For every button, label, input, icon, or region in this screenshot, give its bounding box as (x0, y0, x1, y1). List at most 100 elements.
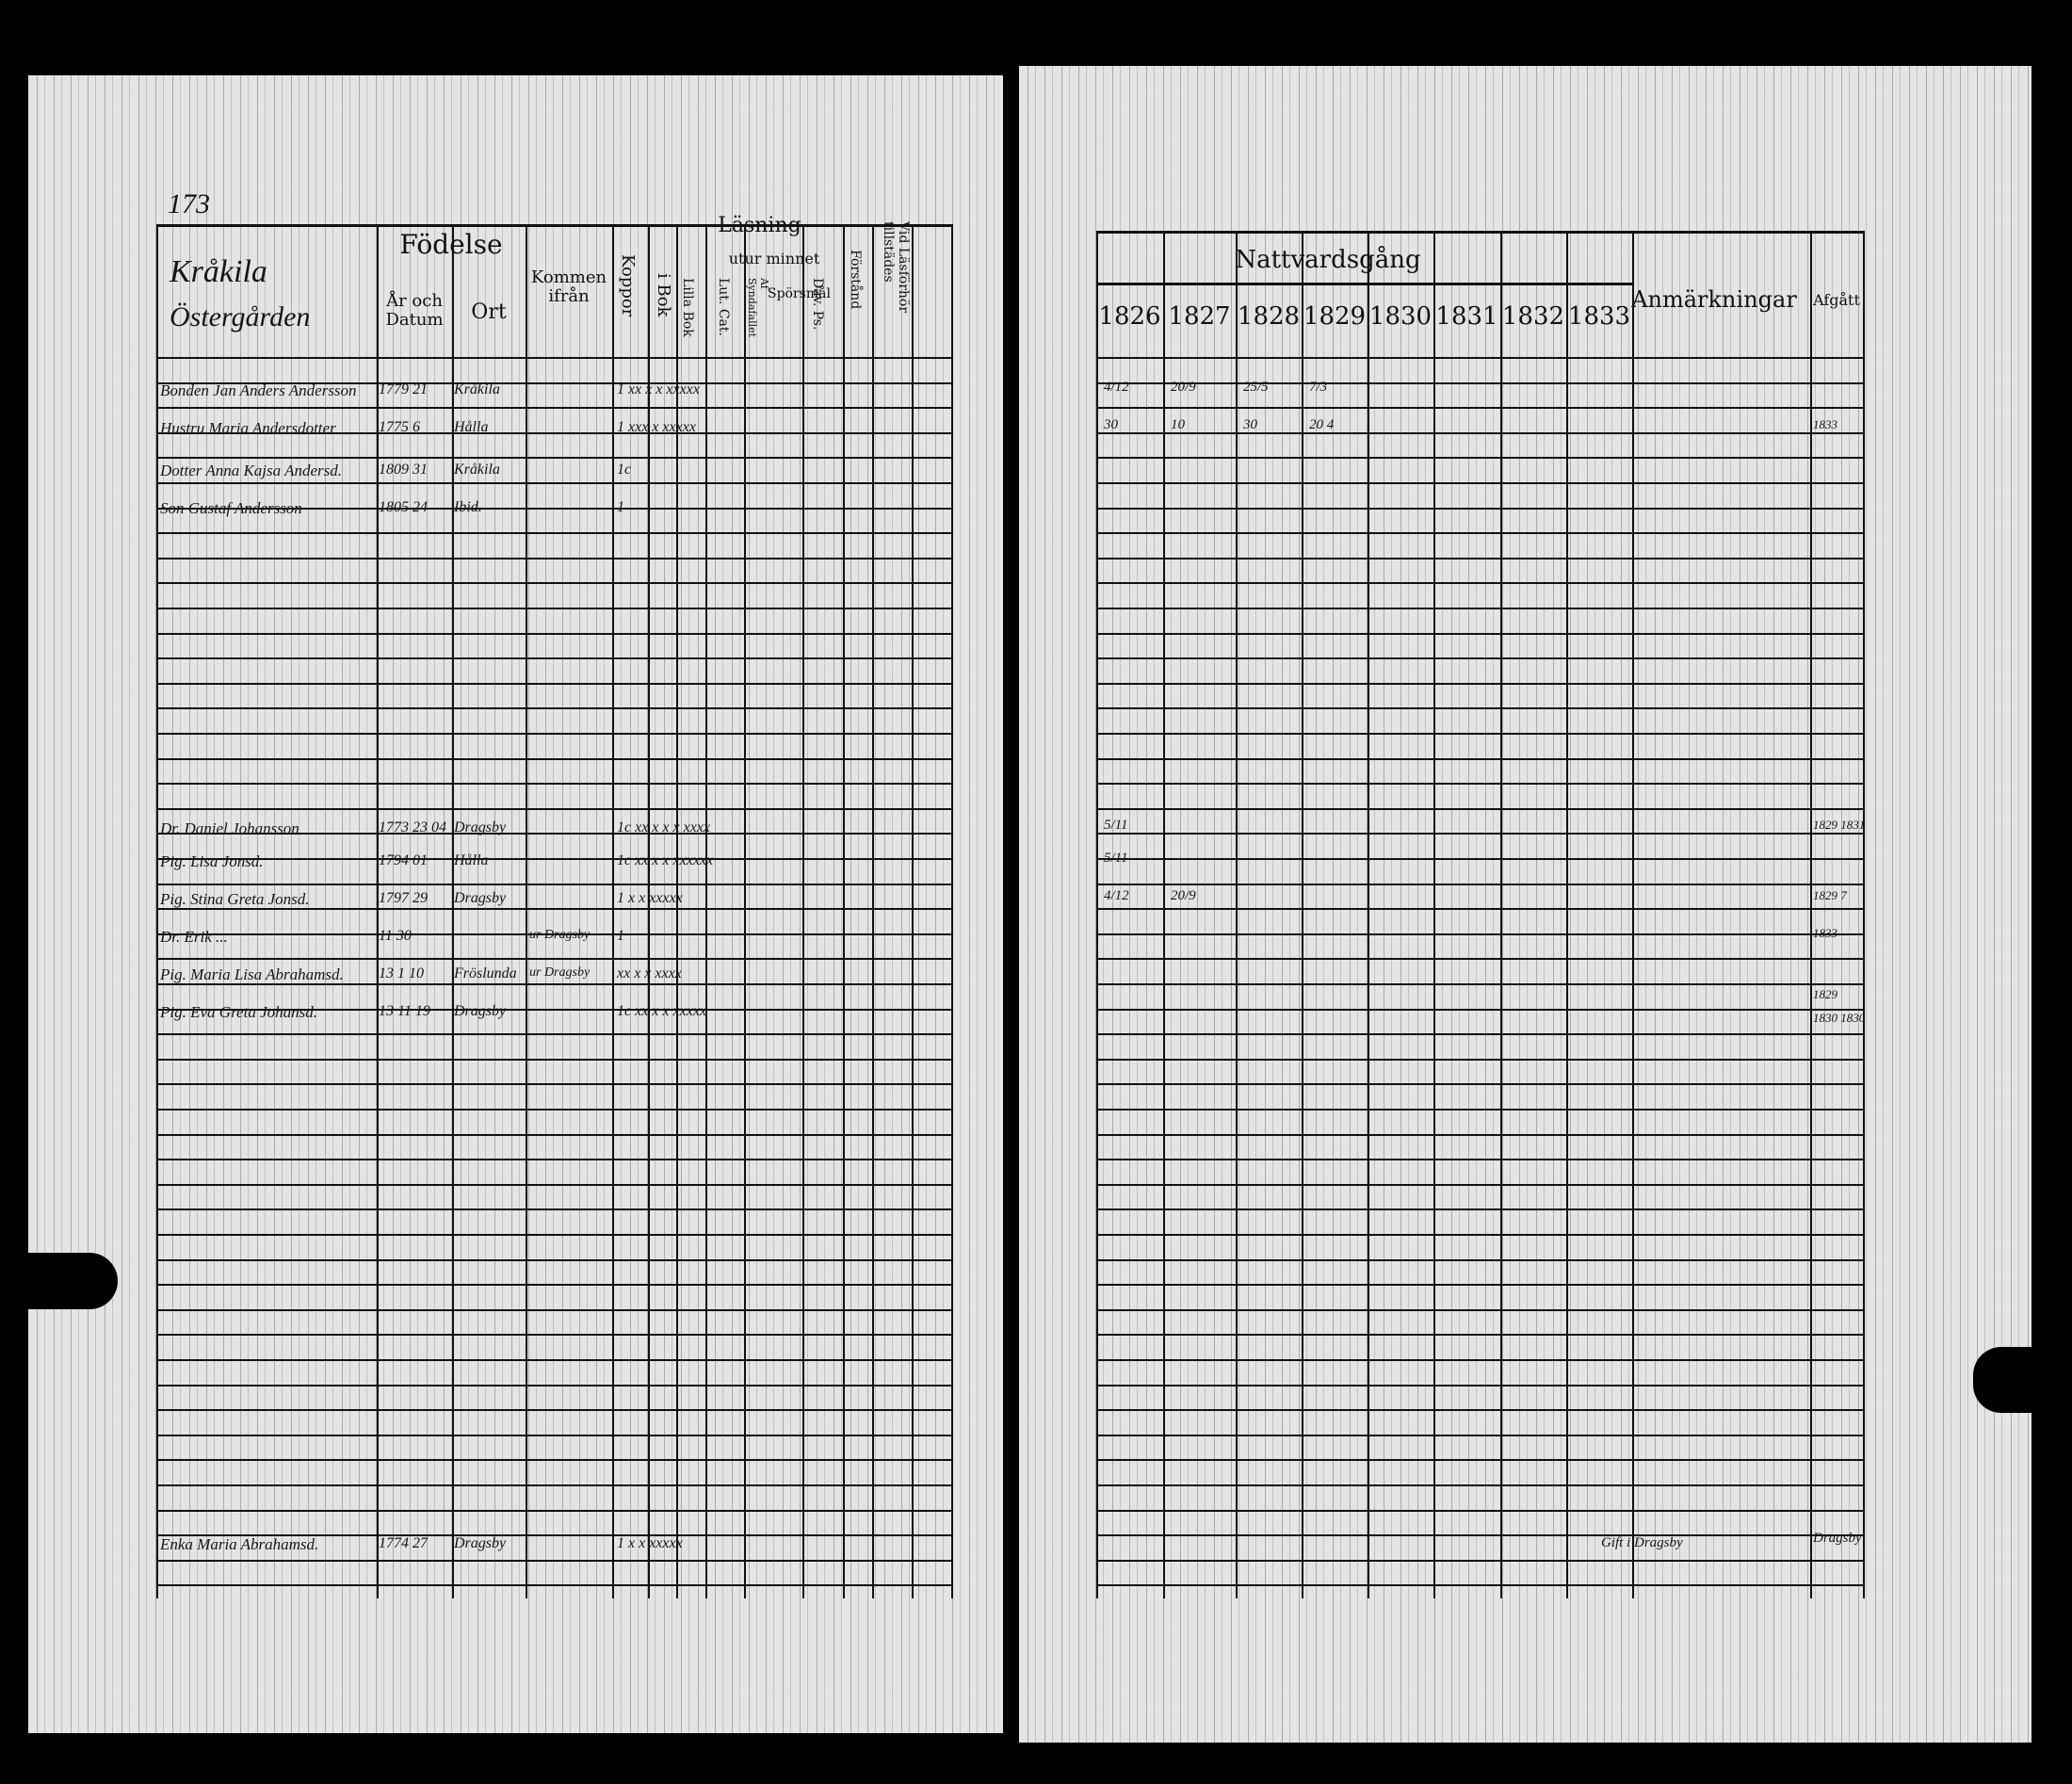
birth-date: 1779 21 (379, 381, 428, 397)
right-row-line (1096, 508, 1863, 510)
right-column-line (1810, 231, 1812, 1598)
person-name: Enka Maria Abrahamsd. (160, 1535, 319, 1553)
left-row-line (156, 457, 951, 459)
birth-place: Dragsby (454, 1535, 507, 1551)
left-column-line (802, 224, 804, 1598)
header-small-book: Lilla Bok (680, 278, 695, 337)
right-row-line (1096, 683, 1863, 685)
left-row-line (156, 1259, 951, 1261)
year-header: 1832 (1501, 302, 1565, 331)
right-row-line (1096, 1259, 1863, 1261)
communion-date: 4/12 (1104, 888, 1129, 903)
right-row-line (1096, 707, 1863, 709)
left-row-line (156, 1534, 951, 1536)
birth-date: 1809 31 (379, 462, 428, 478)
left-row-line (156, 633, 951, 635)
right-column-line (1368, 231, 1369, 1598)
farm-name: Östergården (170, 301, 311, 332)
left-row-line (156, 532, 951, 534)
left-row-line (156, 783, 951, 785)
came-from: ur Dragsby (529, 928, 591, 942)
reading-marks: 1 xx x x xxxxx (617, 381, 700, 397)
right-row-line (1096, 1159, 1863, 1160)
person-name: Dr. Erik ... (160, 928, 228, 946)
left-column-line (843, 224, 845, 1598)
left-row-line (156, 884, 951, 885)
birth-date: 1805 24 (379, 499, 428, 515)
left-row-line (156, 707, 951, 709)
left-column-line (744, 224, 746, 1598)
left-row-line (156, 933, 951, 935)
right-row-line (1096, 958, 1863, 960)
right-page (1019, 66, 2032, 1743)
header-understanding: Förstånd (848, 250, 863, 310)
left-row-line (156, 1484, 951, 1486)
departed-entry: 1830 1830 (1813, 1011, 1866, 1025)
year-header: 1827 (1168, 302, 1231, 331)
reading-marks: 1 xxx x xxxxx (617, 419, 696, 435)
left-row-line (156, 833, 951, 835)
year-header: 1830 (1368, 302, 1433, 331)
right-row-line (1096, 1334, 1863, 1336)
person-name: Dr. Daniel Johansson (160, 819, 299, 837)
birth-date: 1774 27 (379, 1535, 428, 1551)
person-name: Pig. Maria Lisa Abrahamsd. (160, 965, 344, 983)
village-name: Kråkila (170, 254, 267, 289)
left-column-line (648, 224, 650, 1598)
left-row-line (156, 382, 951, 384)
right-row-line (1096, 633, 1863, 635)
birth-place: Dragsby (454, 819, 507, 835)
left-row-line (156, 1083, 951, 1085)
departed-entry: 1833 (1813, 926, 1837, 940)
page-number: 173 (168, 188, 210, 219)
communion-date: 30 (1243, 417, 1257, 432)
departed-entry: 1833 (1813, 417, 1837, 431)
header-smallpox: Koppor (618, 254, 638, 317)
right-row-line (1096, 884, 1863, 885)
year-header: 1829 (1303, 302, 1367, 331)
right-row-line (1096, 582, 1863, 584)
communion-date: 25/5 (1243, 380, 1269, 395)
year-header: 1826 (1098, 302, 1161, 331)
left-row-line (156, 983, 951, 985)
header-place: Ort (471, 300, 507, 324)
year-header: 1828 (1237, 302, 1301, 331)
left-row-line (156, 1385, 951, 1387)
right-row-line (1096, 1109, 1863, 1111)
right-column-line (1236, 231, 1238, 1598)
right-row-line (1096, 432, 1863, 434)
left-row-line (156, 1184, 951, 1186)
right-row-line (1096, 1359, 1863, 1361)
right-row-line (1096, 833, 1863, 835)
header-remarks: Anmärkningar (1631, 286, 1797, 313)
departed-entry: 1829 7 (1813, 888, 1847, 902)
birth-date: 1794 01 (379, 852, 428, 868)
right-header-rule (1096, 231, 1863, 234)
left-row-line (156, 357, 951, 359)
remark-entry: Gift i Dragsby (1601, 1535, 1683, 1550)
birth-date: 13 1 10 (379, 965, 424, 981)
communion-date: 10 (1171, 417, 1185, 432)
reading-marks: 1c xx x x x xxxx (617, 819, 711, 835)
came-from: ur Dragsby (529, 965, 591, 980)
communion-date: 30 (1104, 417, 1118, 432)
right-row-line (1096, 733, 1863, 735)
header-birth: Födelse (399, 229, 503, 260)
right-row-line (1096, 1435, 1863, 1436)
left-row-line (156, 482, 951, 484)
header-communion-present: Vid Läsförhör tillstädes (881, 221, 911, 314)
left-row-line (156, 908, 951, 910)
year-header: 1833 (1567, 302, 1631, 331)
right-row-line (1096, 1284, 1863, 1286)
header-lut-cat: Lut. Cat. (716, 278, 731, 336)
right-row-line (1096, 1033, 1863, 1035)
person-name: Pig. Lisa Jonsd. (160, 852, 264, 870)
right-row-line (1096, 382, 1863, 384)
right-row-line (1096, 1385, 1863, 1387)
header-communion: Nattvardsgång (1235, 246, 1421, 274)
right-row-line (1096, 558, 1863, 560)
left-row-line (156, 1033, 951, 1035)
right-row-line (1096, 808, 1863, 810)
left-row-line (156, 1435, 951, 1436)
